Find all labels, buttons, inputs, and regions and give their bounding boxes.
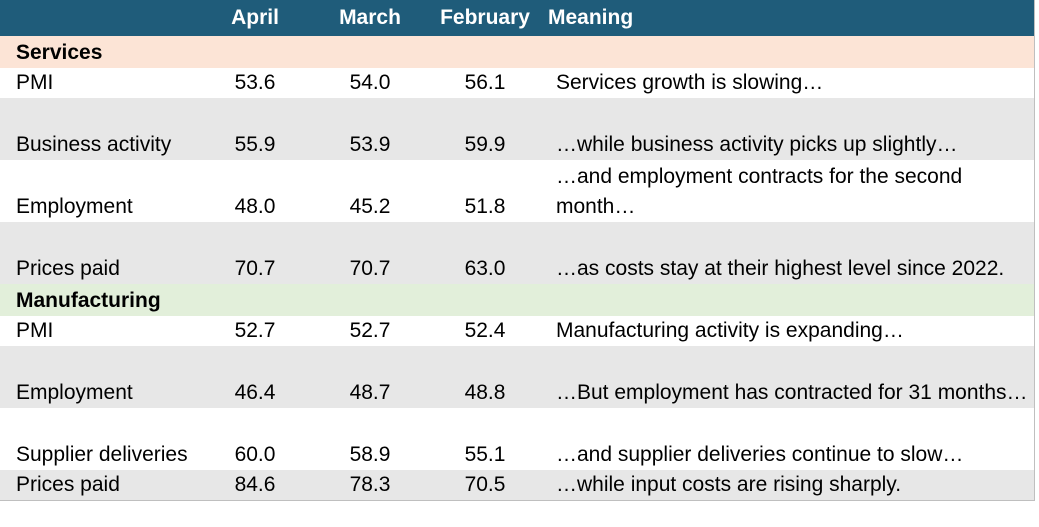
section-title: Services	[0, 36, 1034, 68]
row-label: Prices paid	[0, 222, 200, 284]
pmi-table: April March February Meaning Services PM…	[0, 0, 1035, 501]
cell-april: 52.7	[200, 316, 310, 346]
cell-february: 52.4	[430, 316, 540, 346]
cell-february: 48.8	[430, 346, 540, 408]
cell-february: 55.1	[430, 408, 540, 470]
cell-february: 56.1	[430, 68, 540, 98]
table-row: Prices paid 70.7 70.7 63.0 …as costs sta…	[0, 222, 1034, 284]
cell-march: 78.3	[310, 470, 430, 501]
cell-february: 70.5	[430, 470, 540, 501]
cell-meaning: …as costs stay at their highest level si…	[540, 222, 1034, 284]
cell-march: 70.7	[310, 222, 430, 284]
cell-meaning: …and supplier deliveries continue to slo…	[540, 408, 1034, 470]
row-label: Business activity	[0, 98, 200, 160]
header-label-col	[0, 0, 200, 36]
cell-february: 63.0	[430, 222, 540, 284]
cell-march: 53.9	[310, 98, 430, 160]
table-row: Supplier deliveries 60.0 58.9 55.1 …and …	[0, 408, 1034, 470]
cell-meaning: Services growth is slowing…	[540, 68, 1034, 98]
table-row: Business activity 55.9 53.9 59.9 …while …	[0, 98, 1034, 160]
cell-march: 52.7	[310, 316, 430, 346]
section-header-services: Services	[0, 36, 1034, 68]
row-label: PMI	[0, 68, 200, 98]
cell-february: 51.8	[430, 160, 540, 222]
cell-meaning: …But employment has contracted for 31 mo…	[540, 346, 1034, 408]
header-march: March	[310, 0, 430, 36]
header-february: February	[430, 0, 540, 36]
table-row: Employment 46.4 48.7 48.8 …But employmen…	[0, 346, 1034, 408]
cell-march: 45.2	[310, 160, 430, 222]
cell-april: 46.4	[200, 346, 310, 408]
row-label: Prices paid	[0, 470, 200, 501]
header-april: April	[200, 0, 310, 36]
cell-april: 60.0	[200, 408, 310, 470]
cell-meaning: …while input costs are rising sharply.	[540, 470, 1034, 501]
cell-march: 54.0	[310, 68, 430, 98]
table-row: Employment 48.0 45.2 51.8 …and employmen…	[0, 160, 1034, 222]
table-row: Prices paid 84.6 78.3 70.5 …while input …	[0, 470, 1034, 501]
row-label: Supplier deliveries	[0, 408, 200, 470]
header-meaning: Meaning	[540, 0, 1034, 36]
cell-april: 84.6	[200, 470, 310, 501]
cell-april: 70.7	[200, 222, 310, 284]
row-label: PMI	[0, 316, 200, 346]
cell-meaning: Manufacturing activity is expanding…	[540, 316, 1034, 346]
header-row: April March February Meaning	[0, 0, 1034, 36]
table-row: PMI 53.6 54.0 56.1 Services growth is sl…	[0, 68, 1034, 98]
cell-march: 58.9	[310, 408, 430, 470]
section-header-manufacturing: Manufacturing	[0, 284, 1034, 316]
row-label: Employment	[0, 346, 200, 408]
cell-april: 48.0	[200, 160, 310, 222]
cell-meaning: …while business activity picks up slight…	[540, 98, 1034, 160]
table-row: PMI 52.7 52.7 52.4 Manufacturing activit…	[0, 316, 1034, 346]
cell-march: 48.7	[310, 346, 430, 408]
section-title: Manufacturing	[0, 284, 1034, 316]
cell-meaning: …and employment contracts for the second…	[540, 160, 1034, 222]
row-label: Employment	[0, 160, 200, 222]
cell-april: 53.6	[200, 68, 310, 98]
cell-april: 55.9	[200, 98, 310, 160]
cell-february: 59.9	[430, 98, 540, 160]
